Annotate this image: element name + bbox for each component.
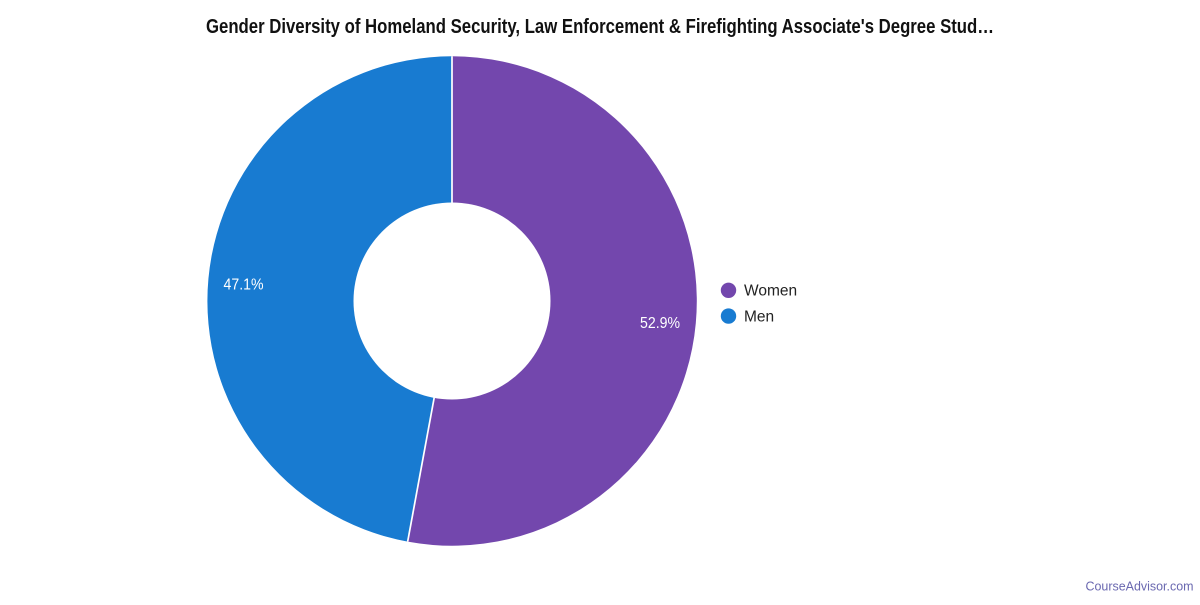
svg-text:CourseAdvisor.com: CourseAdvisor.com [1086, 579, 1194, 594]
svg-text:47.1%: 47.1% [224, 276, 264, 293]
svg-text:Women: Women [744, 283, 797, 300]
svg-text:Men: Men [744, 308, 774, 325]
svg-text:Gender Diversity of Homeland S: Gender Diversity of Homeland Security, L… [206, 16, 994, 38]
svg-text:52.9%: 52.9% [640, 315, 680, 332]
